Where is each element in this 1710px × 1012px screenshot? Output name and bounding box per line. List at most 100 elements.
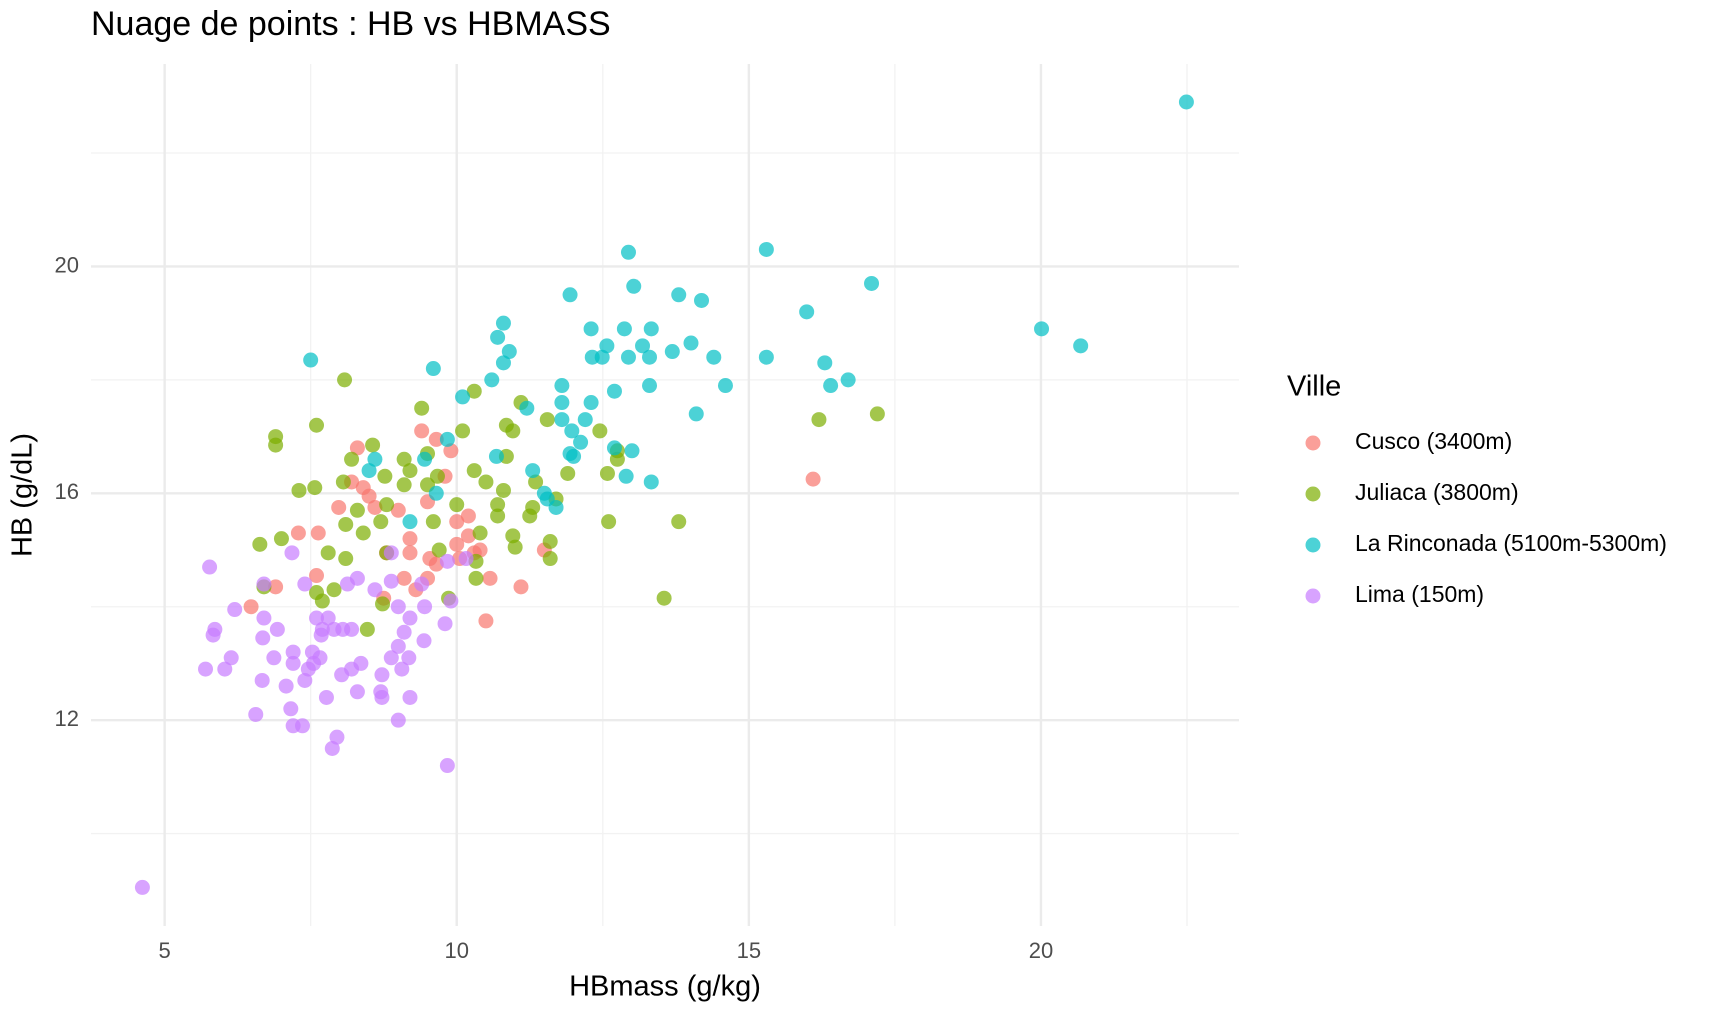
- point: [840, 372, 856, 388]
- point: [290, 525, 306, 541]
- point: [583, 395, 599, 411]
- point: [337, 372, 353, 388]
- point: [455, 423, 471, 439]
- point: [429, 468, 445, 484]
- point: [396, 624, 412, 640]
- point: [390, 638, 406, 654]
- grid: [91, 64, 1239, 926]
- point: [314, 593, 330, 609]
- point: [616, 321, 632, 337]
- point: [869, 406, 885, 422]
- point: [449, 514, 465, 530]
- x-tick-label: 20: [1029, 938, 1053, 963]
- point: [573, 434, 589, 450]
- x-tick-label: 15: [737, 938, 761, 963]
- point: [484, 372, 500, 388]
- point: [542, 551, 558, 567]
- point: [620, 349, 636, 365]
- point: [374, 667, 390, 683]
- point: [309, 417, 325, 433]
- point: [396, 477, 412, 493]
- point: [488, 448, 504, 464]
- point: [560, 465, 576, 481]
- point: [439, 758, 455, 774]
- point: [383, 545, 399, 561]
- point: [402, 531, 418, 547]
- point: [428, 431, 444, 447]
- point: [431, 542, 447, 558]
- point: [349, 440, 365, 456]
- point: [817, 355, 833, 371]
- point: [375, 596, 391, 612]
- point: [283, 701, 299, 717]
- point: [671, 514, 687, 530]
- legend-label: Lima (150m): [1355, 581, 1484, 607]
- point: [468, 570, 484, 586]
- point: [811, 412, 827, 428]
- point: [365, 437, 381, 453]
- point: [624, 443, 640, 459]
- y-axis-title: HB (g/dL): [7, 433, 39, 557]
- point: [394, 661, 410, 677]
- point: [1178, 94, 1194, 110]
- point: [562, 287, 578, 303]
- point: [318, 689, 334, 705]
- point: [374, 689, 390, 705]
- point: [205, 627, 221, 643]
- point: [664, 344, 680, 360]
- point: [460, 528, 476, 544]
- point: [402, 514, 418, 530]
- point: [525, 463, 541, 479]
- point: [443, 593, 459, 609]
- point: [390, 599, 406, 615]
- point: [355, 525, 371, 541]
- point: [472, 525, 488, 541]
- point: [566, 448, 582, 464]
- point: [1073, 338, 1089, 354]
- point: [252, 536, 268, 552]
- point: [717, 378, 733, 394]
- point: [495, 355, 511, 371]
- legend-label: Juliaca (3800m): [1355, 479, 1519, 505]
- point: [522, 508, 538, 524]
- point: [501, 344, 517, 360]
- point: [428, 485, 444, 501]
- point: [269, 621, 285, 637]
- point: [202, 559, 218, 575]
- point: [606, 383, 622, 399]
- point: [417, 451, 433, 467]
- point: [326, 582, 342, 598]
- point: [402, 463, 418, 479]
- point: [758, 349, 774, 365]
- point: [338, 516, 354, 532]
- point: [367, 499, 383, 515]
- point: [606, 440, 622, 456]
- point: [599, 465, 615, 481]
- point: [285, 644, 301, 660]
- legend-label: La Rinconada (5100m-5300m): [1355, 530, 1667, 556]
- point: [396, 451, 412, 467]
- point: [361, 463, 377, 479]
- point: [256, 610, 272, 626]
- point: [449, 497, 465, 513]
- point: [349, 684, 365, 700]
- point: [313, 627, 329, 643]
- point: [335, 474, 351, 490]
- point: [458, 551, 474, 567]
- point: [223, 650, 239, 666]
- legend-swatch: [1305, 588, 1321, 604]
- point: [643, 474, 659, 490]
- y-tick-label: 20: [55, 252, 79, 277]
- point: [564, 423, 580, 439]
- point: [367, 582, 383, 598]
- point: [478, 474, 494, 490]
- point: [439, 553, 455, 569]
- point: [310, 525, 326, 541]
- point: [618, 468, 634, 484]
- point: [425, 514, 441, 530]
- y-tick-label: 12: [55, 706, 79, 731]
- point: [297, 576, 313, 592]
- legend-title: Ville: [1287, 371, 1341, 403]
- legend-swatch: [1305, 537, 1321, 553]
